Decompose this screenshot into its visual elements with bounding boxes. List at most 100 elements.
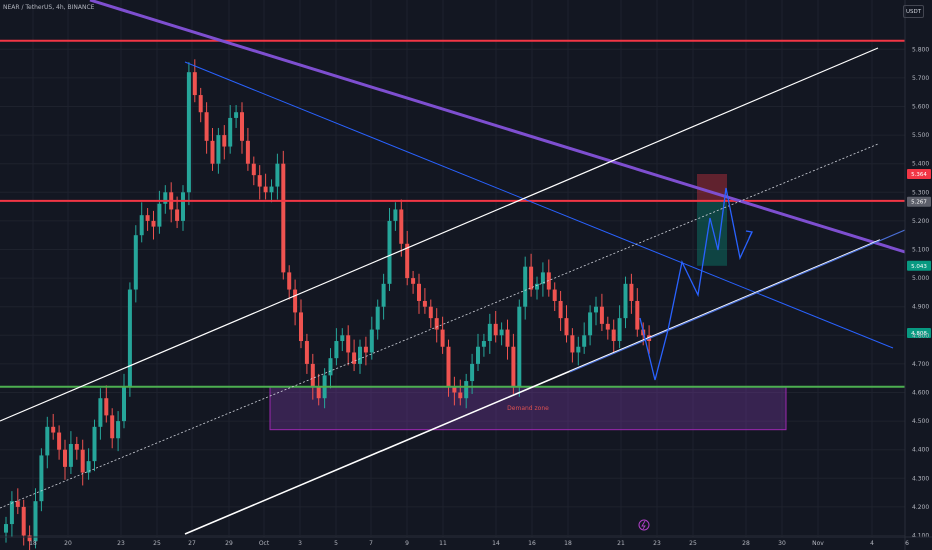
drawing-lines — [0, 0, 906, 535]
candle-body — [552, 289, 557, 301]
price-tag: 5.267 — [907, 196, 931, 207]
candle-body — [529, 266, 534, 290]
y-tick-label: 5.300 — [912, 189, 929, 196]
take-profit-box — [697, 201, 727, 266]
price-tag: 5.364 — [907, 168, 931, 179]
candle-body — [192, 72, 197, 96]
candle-body — [505, 329, 510, 347]
candle-body — [546, 272, 551, 290]
candle-body — [63, 449, 67, 467]
projection-arrowhead — [745, 230, 753, 239]
descending-channel-line — [184, 61, 894, 349]
candle-body — [157, 203, 162, 227]
y-tick-label: 4.600 — [912, 390, 929, 397]
descending-trendline — [89, 0, 906, 254]
candle-body — [139, 215, 144, 236]
y-tick-label: 5.000 — [912, 275, 929, 282]
x-tick-label: 18 — [564, 540, 572, 547]
candle-body — [86, 461, 91, 473]
price-tag: 4.808 — [907, 328, 931, 339]
candle-body — [363, 346, 368, 353]
candle-body — [245, 140, 250, 164]
candle-body — [635, 300, 640, 330]
candle-body — [617, 318, 622, 342]
candle-body — [599, 306, 604, 324]
candle-body — [452, 386, 457, 393]
candle-body — [33, 501, 38, 542]
candle-body — [564, 318, 569, 336]
x-tick-label: Oct — [259, 540, 270, 547]
candle-body — [104, 398, 109, 416]
y-tick-label: 4.500 — [912, 418, 929, 425]
candle-body — [122, 386, 126, 422]
x-tick-label: 23 — [653, 540, 661, 547]
candle-body — [375, 306, 380, 330]
candle-body — [222, 135, 227, 147]
channel-mid-line — [0, 143, 879, 509]
chart-title: NEAR / TetherUS, 4h, BINANCE — [3, 4, 95, 11]
candle-body — [417, 283, 421, 301]
candle-body — [316, 386, 321, 399]
x-tick-label: 5 — [334, 540, 338, 547]
projected-path — [639, 187, 753, 381]
candle-body — [281, 163, 286, 273]
currency-badge[interactable]: USDT — [903, 5, 924, 18]
y-tick-label: 5.600 — [912, 104, 929, 111]
candle-body — [381, 283, 386, 307]
candle-body — [116, 421, 121, 439]
x-tick-label: 14 — [492, 540, 500, 547]
candle-body — [251, 163, 256, 176]
candle-body — [540, 272, 545, 284]
candle-body — [163, 192, 168, 204]
candle-body — [611, 329, 616, 342]
candle-body — [275, 163, 280, 187]
candle-body — [358, 346, 362, 364]
candle-body — [458, 392, 463, 399]
candle-body — [216, 135, 221, 164]
candle-body — [198, 95, 203, 113]
candle-body — [39, 455, 44, 502]
candle-body — [511, 346, 516, 387]
candle-body — [588, 312, 593, 336]
channel-upper-line — [0, 47, 879, 422]
candle-body — [151, 220, 156, 227]
candle-body — [535, 283, 539, 290]
x-tick-label: 30 — [778, 540, 786, 547]
candle-body — [594, 306, 598, 313]
candle-body — [228, 117, 233, 147]
y-tick-label: 4.300 — [912, 475, 929, 482]
demand-zone — [269, 386, 787, 431]
candle-body — [80, 449, 85, 473]
candle-body — [9, 501, 14, 525]
candle-body — [328, 358, 333, 376]
projection-polyline — [639, 187, 753, 381]
candle-body — [582, 335, 587, 347]
candle-body — [186, 72, 191, 193]
candle-body — [399, 209, 404, 244]
candle-body — [293, 289, 298, 313]
y-tick-label: 5.400 — [912, 161, 929, 168]
x-tick-label: 18 — [29, 540, 37, 547]
candle-body — [204, 112, 209, 141]
x-tick-label: Nov — [812, 540, 824, 547]
candle-body — [299, 312, 303, 342]
x-tick-label: 29 — [225, 540, 233, 547]
candle-body — [623, 283, 628, 319]
candle-body — [127, 289, 132, 387]
x-tick-label: 9 — [405, 540, 409, 547]
x-tick-label: 23 — [117, 540, 125, 547]
candle-body — [74, 443, 79, 450]
candle-body — [51, 426, 56, 433]
candle-body — [411, 278, 416, 284]
candle-body — [304, 341, 309, 364]
y-tick-label: 4.700 — [912, 361, 929, 368]
candle-body — [481, 341, 486, 347]
y-tick-label: 4.900 — [912, 304, 929, 311]
x-tick-label: 16 — [528, 540, 536, 547]
time-axis: 18 20 23 25 27 29 Oct 3 5 7 9 11 14 16 18 21 23 25 28 30 Nov… — [0, 536, 932, 547]
price-tag-bg — [907, 328, 931, 339]
candle-body — [387, 220, 392, 284]
timezone-icon[interactable] — [638, 519, 650, 531]
candle-body — [605, 323, 610, 330]
